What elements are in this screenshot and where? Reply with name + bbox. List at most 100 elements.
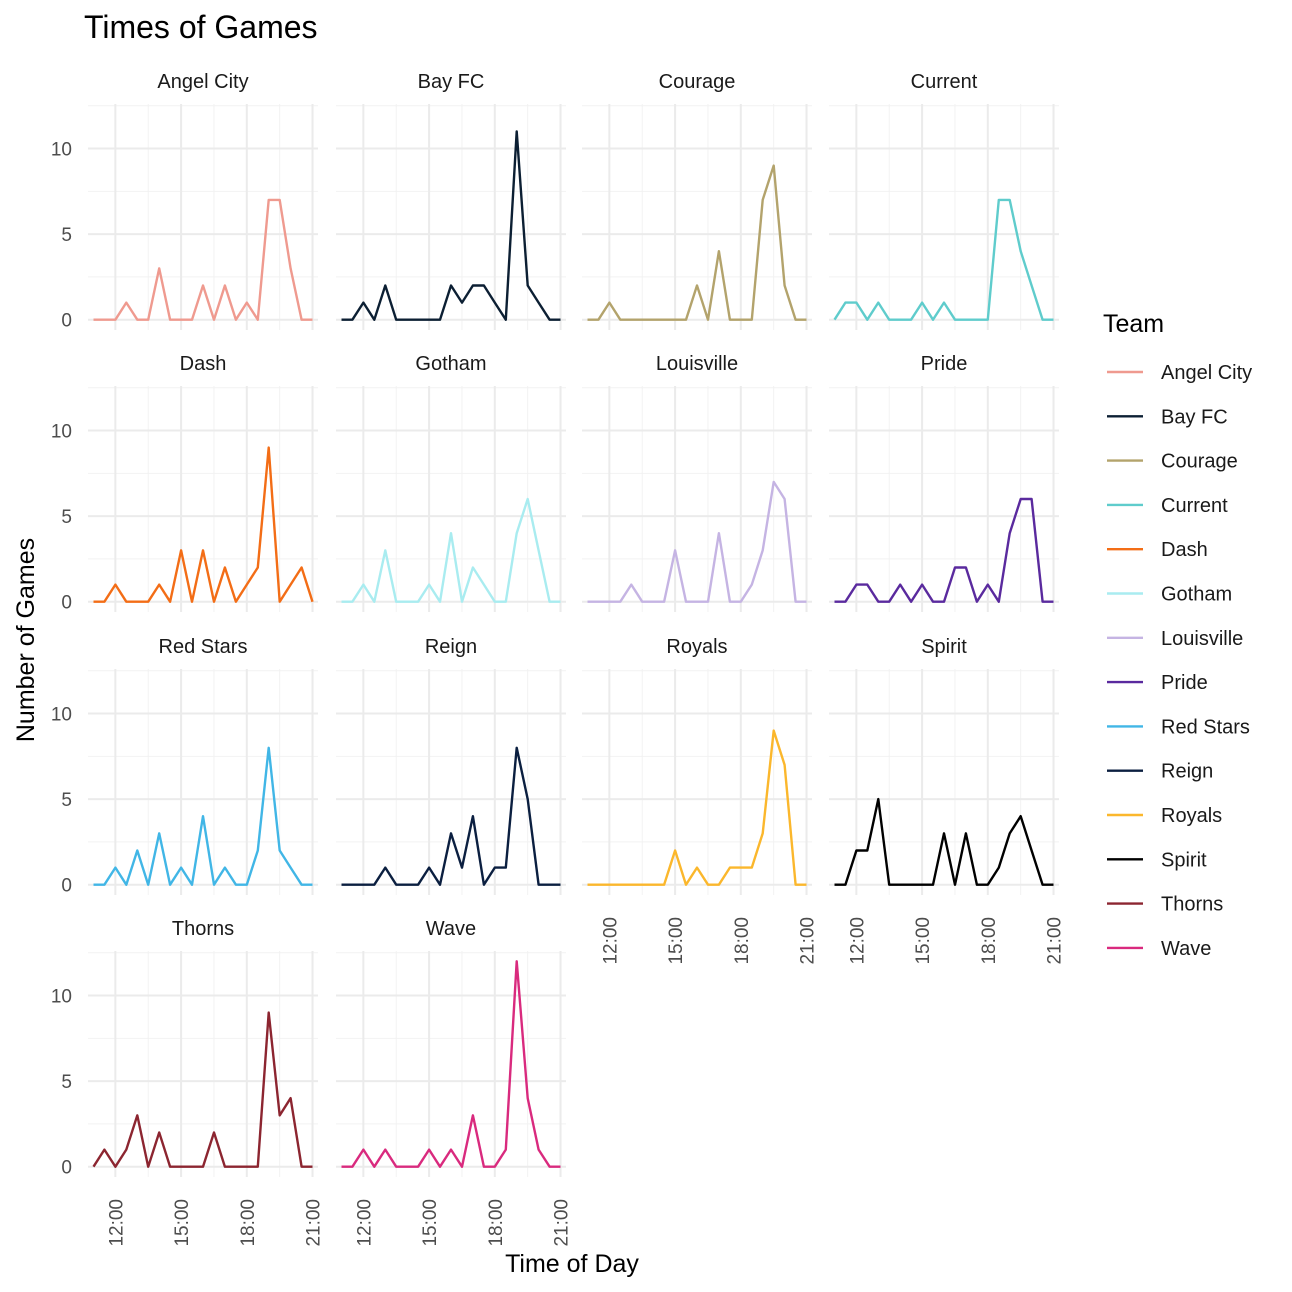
series-line-spirit bbox=[834, 797, 1054, 886]
series-line-reign bbox=[341, 746, 561, 886]
series-line-thorns bbox=[92, 1011, 313, 1168]
legend-item-royals: Royals bbox=[1107, 805, 1222, 827]
x-tick-label: 21:00 bbox=[552, 1199, 573, 1247]
legend-item-red-stars: Red Stars bbox=[1107, 716, 1250, 738]
legend-label-royals: Royals bbox=[1161, 805, 1222, 827]
y-tick-label: 0 bbox=[61, 311, 72, 332]
legend-item-angel-city: Angel City bbox=[1107, 362, 1252, 384]
x-tick-label: 21:00 bbox=[1045, 917, 1066, 965]
facet-label-gotham: Gotham bbox=[415, 353, 486, 375]
x-tick-label: 21:00 bbox=[304, 1199, 325, 1247]
legend: Team Angel City Bay FC Courage Current Dash G… bbox=[1103, 310, 1252, 960]
panel-dash: Dash 0 5 10 bbox=[51, 353, 318, 614]
panel-gotham: Gotham bbox=[336, 353, 566, 612]
x-tick-label: 18:00 bbox=[732, 917, 753, 965]
legend-item-courage: Courage bbox=[1107, 451, 1238, 473]
facet-label-courage: Courage bbox=[659, 71, 736, 93]
facet-label-dash: Dash bbox=[180, 353, 227, 375]
panel-wave: Wave 12:00 15:00 18:00 21:00 bbox=[336, 918, 573, 1247]
x-tick-label: 12:00 bbox=[354, 1199, 375, 1247]
panel-current: Current bbox=[829, 71, 1059, 330]
x-tick-label: 15:00 bbox=[420, 1199, 441, 1247]
series-line-pride bbox=[834, 497, 1054, 603]
facet-label-bay-fc: Bay FC bbox=[418, 71, 485, 93]
legend-item-gotham: Gotham bbox=[1107, 584, 1232, 606]
facet-label-louisville: Louisville bbox=[656, 353, 738, 375]
x-tick-label: 21:00 bbox=[798, 917, 819, 965]
legend-label-louisville: Louisville bbox=[1161, 628, 1243, 650]
facet-label-reign: Reign bbox=[425, 636, 477, 658]
x-tick-label: 15:00 bbox=[913, 917, 934, 965]
series-line-courage bbox=[587, 164, 807, 321]
panel-thorns: Thorns 0 5 10 12:00 15:00 18:00 21:00 bbox=[51, 918, 325, 1247]
y-tick-label: 0 bbox=[61, 1158, 72, 1179]
chart-title: Times of Games bbox=[84, 9, 318, 45]
x-tick-label: 12:00 bbox=[847, 917, 868, 965]
legend-item-wave: Wave bbox=[1107, 938, 1211, 960]
y-tick-label: 5 bbox=[61, 1072, 72, 1093]
y-tick-label: 5 bbox=[61, 225, 72, 246]
x-tick-label: 18:00 bbox=[238, 1199, 259, 1247]
series-line-dash bbox=[93, 446, 314, 603]
y-tick-label: 10 bbox=[51, 140, 72, 161]
facet-label-red-stars: Red Stars bbox=[159, 636, 248, 658]
y-axis-title: Number of Games bbox=[12, 538, 40, 742]
facet-label-royals: Royals bbox=[666, 636, 727, 658]
facet-label-current: Current bbox=[911, 71, 978, 93]
legend-label-thorns: Thorns bbox=[1161, 894, 1223, 916]
y-tick-label: 10 bbox=[51, 705, 72, 726]
x-axis-title: Time of Day bbox=[505, 1250, 639, 1278]
series-line-louisville bbox=[587, 480, 807, 603]
facet-label-angel-city: Angel City bbox=[157, 71, 248, 93]
series-line-wave bbox=[341, 960, 561, 1168]
legend-item-dash: Dash bbox=[1107, 539, 1208, 561]
panel-bay-fc: Bay FC bbox=[336, 71, 566, 330]
x-tick-label: 18:00 bbox=[486, 1199, 507, 1247]
legend-item-current: Current bbox=[1107, 495, 1228, 517]
legend-label-pride: Pride bbox=[1161, 672, 1208, 694]
legend-label-current: Current bbox=[1161, 495, 1228, 517]
legend-item-bay-fc: Bay FC bbox=[1107, 406, 1228, 428]
x-tick-label: 12:00 bbox=[106, 1199, 127, 1247]
legend-label-red-stars: Red Stars bbox=[1161, 716, 1250, 738]
series-line-gotham bbox=[341, 497, 561, 603]
legend-item-spirit: Spirit bbox=[1107, 849, 1207, 871]
legend-label-reign: Reign bbox=[1161, 761, 1213, 783]
series-line-bay-fc bbox=[341, 130, 561, 321]
panel-reign: Reign bbox=[336, 636, 566, 895]
legend-item-thorns: Thorns bbox=[1107, 894, 1223, 916]
x-tick-label: 18:00 bbox=[979, 917, 1000, 965]
legend-label-wave: Wave bbox=[1161, 938, 1211, 960]
panel-angel-city: Angel City 0 5 10 bbox=[51, 71, 318, 332]
legend-label-angel-city: Angel City bbox=[1161, 362, 1252, 384]
panel-royals: Royals 12:00 15:00 18:00 21:00 bbox=[582, 636, 819, 965]
y-tick-label: 0 bbox=[61, 876, 72, 897]
series-line-current bbox=[833, 198, 1054, 321]
legend-item-pride: Pride bbox=[1107, 672, 1208, 694]
panel-red-stars: Red Stars 0 5 10 bbox=[51, 636, 318, 897]
y-tick-label: 0 bbox=[61, 593, 72, 614]
legend-label-spirit: Spirit bbox=[1161, 849, 1207, 871]
legend-item-reign: Reign bbox=[1107, 761, 1213, 783]
panel-pride: Pride bbox=[829, 353, 1059, 612]
panel-louisville: Louisville bbox=[582, 353, 812, 612]
y-tick-label: 5 bbox=[61, 507, 72, 528]
y-tick-label: 5 bbox=[61, 790, 72, 811]
facet-label-spirit: Spirit bbox=[921, 636, 967, 658]
series-line-royals bbox=[587, 729, 807, 886]
facet-label-thorns: Thorns bbox=[172, 918, 234, 940]
series-line-angel-city bbox=[93, 198, 313, 321]
legend-label-bay-fc: Bay FC bbox=[1161, 406, 1228, 428]
legend-item-louisville: Louisville bbox=[1107, 628, 1243, 650]
facet-label-wave: Wave bbox=[426, 918, 476, 940]
x-tick-label: 15:00 bbox=[666, 917, 687, 965]
facet-label-pride: Pride bbox=[921, 353, 968, 375]
panel-spirit: Spirit 12:00 15:00 18:00 21:00 bbox=[829, 636, 1066, 965]
legend-label-gotham: Gotham bbox=[1161, 584, 1232, 606]
legend-label-dash: Dash bbox=[1161, 539, 1208, 561]
facet-panels: Angel City 0 5 10 Bay FC Courage Current Dash 0 5… bbox=[51, 71, 1066, 1247]
y-tick-label: 10 bbox=[51, 422, 72, 443]
panel-courage: Courage bbox=[582, 71, 812, 330]
x-tick-label: 12:00 bbox=[600, 917, 621, 965]
